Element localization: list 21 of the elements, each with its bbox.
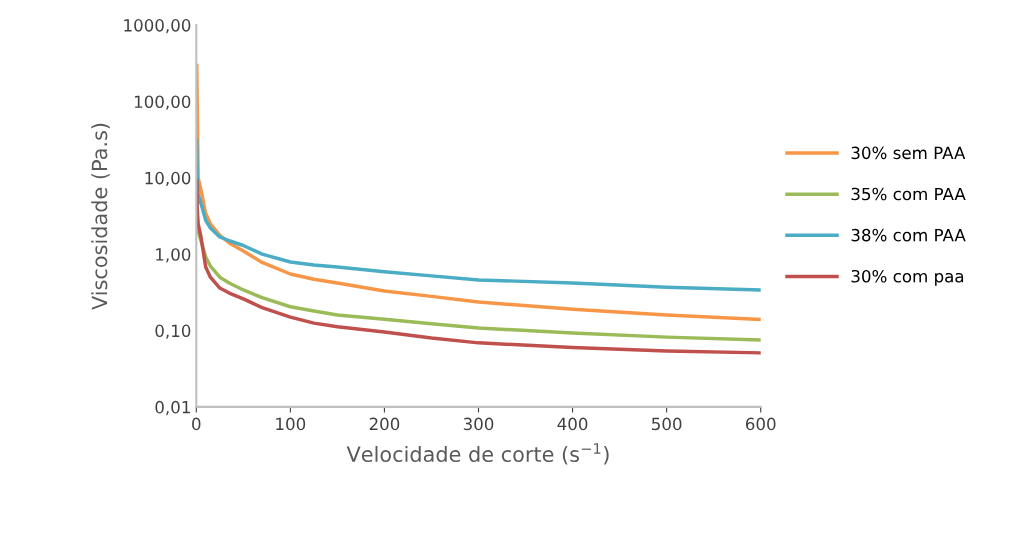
y-tick-label: 0,01: [155, 400, 190, 416]
y-axis-title: Viscosidade (Pa.s): [91, 123, 110, 310]
legend-label: 30% com paa: [851, 269, 964, 286]
x-tick-label: 100: [276, 417, 306, 431]
legend-label: 35% com PAA: [851, 187, 966, 201]
x-tick-label: 0: [192, 417, 201, 431]
x-tick-label: 200: [369, 417, 400, 431]
y-tick-label: 1,00: [156, 248, 191, 263]
y-tick-label: 100,00: [134, 95, 191, 110]
legend-label: 38% com PAA: [851, 228, 966, 242]
y-tick-label: 1000,00: [124, 19, 191, 34]
y-tick-label: 10,00: [145, 171, 191, 187]
x-tick-label: 500: [652, 417, 682, 431]
x-tick-label: 300: [463, 417, 494, 431]
line-series: [196, 138, 761, 292]
y-tick-label: 0,10: [155, 324, 191, 339]
x-tick-label: 600: [745, 417, 776, 431]
x-tick-label: 400: [557, 417, 588, 431]
line-series: [196, 63, 761, 322]
legend-label: 30% sem PAA: [851, 146, 966, 160]
x-axis-title: Velocidade de corte (s$^{−1}$): [346, 443, 609, 465]
